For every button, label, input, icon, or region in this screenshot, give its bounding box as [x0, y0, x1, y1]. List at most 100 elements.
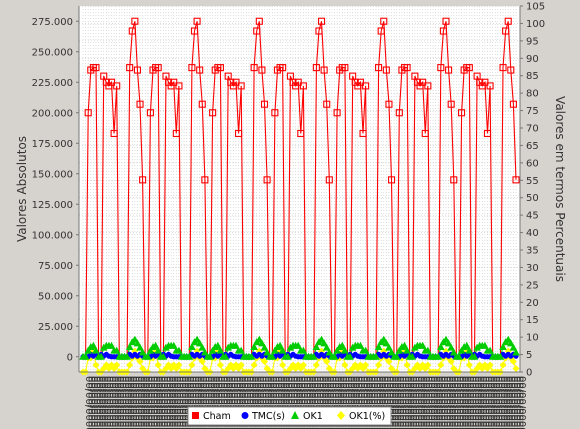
- ok1-point: [509, 343, 518, 351]
- cham-point: [172, 129, 180, 138]
- x-tick-label: 00/00/0000: [347, 376, 358, 429]
- cham-point: [128, 27, 136, 35]
- x-tick-label: 00/00/0000: [441, 376, 452, 429]
- cham-point: [385, 100, 393, 108]
- x-tick-label: 00/00/0000: [464, 376, 475, 429]
- x-tick-label: 00/00/0000: [469, 376, 480, 429]
- ok1-point: [449, 348, 458, 356]
- cham-point: [271, 109, 279, 117]
- ok1-point: [206, 352, 214, 360]
- cham-point: [263, 176, 271, 184]
- ok1-point: [400, 341, 409, 349]
- y2-tick-label: 85: [526, 71, 539, 82]
- x-tick-label: 00/00/0000: [360, 376, 371, 429]
- x-tick-label: 00/00/0000: [438, 376, 449, 429]
- ok1-point: [138, 348, 147, 356]
- y-tick-label: 250.000: [32, 47, 73, 58]
- x-tick-label: 00/00/0000: [236, 376, 247, 429]
- x-tick-label: 00/00/0000: [270, 376, 281, 429]
- ok1-point: [89, 341, 98, 349]
- cham-point: [458, 109, 466, 117]
- x-tick-label: 00/00/0000: [182, 376, 193, 429]
- x-tick-label: 00/00/0000: [200, 376, 211, 429]
- x-tick-label: 00/00/0000: [430, 376, 441, 429]
- x-tick-label: 00/00/0000: [454, 376, 465, 429]
- ok1pct-point: [424, 361, 432, 369]
- x-tick-label: 00/00/0000: [433, 376, 444, 429]
- x-tick-label: 00/00/0000: [425, 376, 436, 429]
- ok1-point: [465, 346, 474, 354]
- ok1pct-point: [375, 361, 383, 369]
- ok1-point: [260, 343, 269, 351]
- ok1pct-point: [486, 361, 494, 369]
- y2-tick-label: 70: [526, 124, 539, 135]
- legend-label-ok1: OK1: [303, 411, 323, 422]
- cham-point: [201, 176, 209, 184]
- x-tick-label: 00/00/0000: [306, 376, 317, 429]
- cham-point: [258, 66, 266, 74]
- x-tick-label: 00/00/0000: [366, 376, 377, 429]
- x-tick-label: 00/00/0000: [166, 376, 177, 429]
- ok1-point: [299, 346, 308, 354]
- x-tick-label: 00/00/0000: [104, 376, 115, 429]
- x-tick-label: 00/00/0000: [122, 376, 133, 429]
- ok1pct-point: [136, 358, 144, 366]
- x-tick-label: 00/00/0000: [384, 376, 395, 429]
- ok1-point: [387, 348, 396, 356]
- cham-point: [502, 27, 510, 35]
- x-tick-label: 00/00/0000: [158, 376, 169, 429]
- ok1-point: [216, 346, 225, 354]
- cham-point: [113, 82, 121, 90]
- ok1pct-point: [509, 358, 517, 366]
- cham-point: [84, 109, 92, 117]
- ok1-point: [276, 341, 284, 349]
- x-tick-label: 00/00/0000: [156, 376, 167, 429]
- cham-point: [341, 64, 349, 72]
- ok1-point: [232, 341, 240, 349]
- ok1pct-point: [216, 361, 224, 369]
- ok1-point: [346, 352, 354, 360]
- x-tick-label: 00/00/0000: [213, 376, 224, 429]
- ok1-point: [320, 339, 328, 347]
- cham-point: [507, 66, 515, 74]
- ok1-point: [112, 346, 121, 354]
- ok1-point: [444, 339, 453, 347]
- ok1pct-point: [126, 361, 134, 369]
- x-tick-label: 00/00/0000: [145, 376, 156, 429]
- cham-point: [439, 27, 447, 35]
- x-tick-label: 00/00/0000: [127, 376, 138, 429]
- x-tick-label: 00/00/0000: [290, 376, 301, 429]
- cham-point: [356, 78, 364, 86]
- x-tick-label: 00/00/0000: [197, 376, 208, 429]
- x-tick-label: 00/00/0000: [148, 376, 159, 429]
- x-tick-label: 00/00/0000: [410, 376, 421, 429]
- ok1-point: [268, 352, 277, 360]
- ok1pct-point: [512, 365, 520, 373]
- x-tick-label: 00/00/0000: [451, 376, 462, 429]
- ok1-point: [462, 341, 471, 349]
- ok1-point: [159, 352, 168, 360]
- x-tick-label: 00/00/0000: [262, 376, 273, 429]
- x-tick-label: 00/00/0000: [467, 376, 478, 429]
- x-tick-label: 00/00/0000: [246, 376, 257, 429]
- cham-point: [133, 66, 141, 74]
- ok1-point: [434, 352, 443, 360]
- series-layer: [79, 17, 520, 376]
- x-tick-label: 00/00/0000: [309, 376, 320, 429]
- x-tick-label: 00/00/0000: [296, 376, 307, 429]
- ok1-point: [496, 352, 505, 360]
- ok1pct-point: [279, 361, 287, 369]
- ok1-point: [97, 352, 105, 360]
- y2-tick-label: 105: [526, 2, 545, 13]
- x-tick-label: 00/00/0000: [342, 376, 353, 429]
- y-tick-label: 100.000: [32, 230, 73, 241]
- cham-point: [136, 100, 144, 108]
- cham-point: [325, 176, 333, 184]
- ok1pct-point: [465, 361, 473, 369]
- cham-point: [107, 78, 116, 86]
- x-tick-label: 00/00/0000: [254, 376, 265, 429]
- x-tick-label: 00/00/0000: [508, 376, 519, 429]
- x-tick-label: 00/00/0000: [83, 376, 94, 429]
- cham-point: [323, 100, 331, 108]
- y-tick-label: 25.000: [38, 322, 73, 333]
